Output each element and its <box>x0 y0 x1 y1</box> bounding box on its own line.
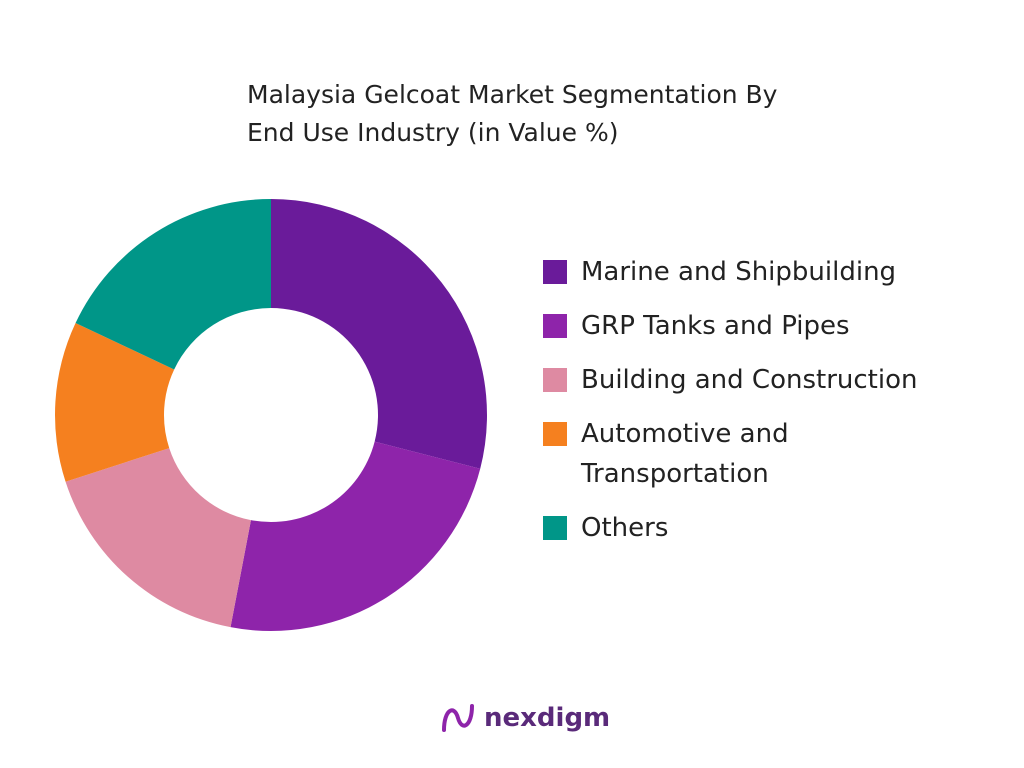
legend-item: Building and Construction <box>543 360 993 400</box>
legend-swatch <box>543 516 567 540</box>
chart-title: Malaysia Gelcoat Market Segmentation By … <box>247 80 778 147</box>
donut-slice <box>271 199 487 469</box>
logo: nexdigm <box>440 700 610 736</box>
legend-item: Others <box>543 508 993 548</box>
legend-swatch <box>543 368 567 392</box>
legend-label: Marine and Shipbuilding <box>581 257 897 287</box>
logo-icon <box>442 704 474 732</box>
legend-item: Automotive and Transportation <box>543 414 993 494</box>
legend-swatch <box>543 260 567 284</box>
legend: Marine and Shipbuilding GRP Tanks and Pip… <box>543 252 993 562</box>
legend-item: GRP Tanks and Pipes <box>543 306 993 346</box>
donut-slice <box>75 199 271 370</box>
legend-label: Others <box>581 513 669 543</box>
legend-swatch <box>543 314 567 338</box>
legend-swatch <box>543 422 567 446</box>
logo-text: nexdigm <box>484 703 611 733</box>
legend-label: Automotive and Transportation <box>581 419 789 489</box>
donut-slice <box>65 448 251 628</box>
legend-label: Building and Construction <box>581 365 918 395</box>
donut-slice <box>54 323 175 482</box>
chart <box>54 199 487 631</box>
legend-item: Marine and Shipbuilding <box>543 252 993 292</box>
legend-label: GRP Tanks and Pipes <box>581 311 850 341</box>
donut-slice <box>230 441 481 631</box>
